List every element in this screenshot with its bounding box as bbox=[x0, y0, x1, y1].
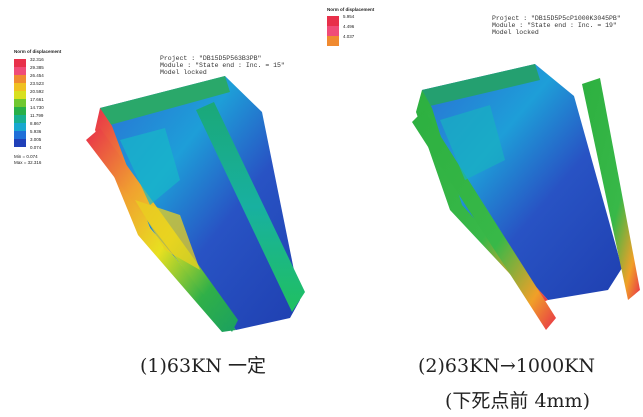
legend-label: 32.316 bbox=[30, 57, 44, 62]
legend-swatch bbox=[14, 67, 26, 75]
legend-swatch bbox=[14, 131, 26, 139]
info-line: Model locked bbox=[160, 69, 207, 76]
legend-swatch bbox=[327, 36, 339, 46]
info-left: Project : "DB15D5P563B3PB" Module : "Sta… bbox=[160, 55, 285, 76]
info-line: Model locked bbox=[492, 29, 539, 36]
legend-label: 0.074 bbox=[30, 145, 42, 150]
legend-label: 29.385 bbox=[30, 65, 44, 70]
legend-label: 3.005 bbox=[30, 137, 42, 142]
legend-label: 23.523 bbox=[30, 81, 44, 86]
caption: (下死点前 4mm) bbox=[445, 390, 590, 412]
legend-swatch bbox=[14, 75, 26, 83]
legend-swatch bbox=[14, 123, 26, 131]
caption: (1)63KN 一定 bbox=[140, 355, 266, 377]
info-line: Module : "State end : Inc. = 19" bbox=[492, 22, 617, 29]
caption: (2)63KN→1000KN bbox=[418, 355, 595, 377]
legend-label: 4.496 bbox=[343, 24, 355, 29]
info-right: Project : "DB15D5P5cP1000K3045PB" Module… bbox=[492, 15, 621, 36]
figure: Norm of displacement Min = 0.074 Max = 3… bbox=[0, 0, 643, 417]
legend-title: Norm of displacement bbox=[14, 49, 62, 54]
fem-model-right bbox=[412, 64, 640, 330]
legend-label: 11.799 bbox=[30, 113, 44, 118]
legend-label: 17.661 bbox=[30, 97, 44, 102]
legend-left: Norm of displacement Min = 0.074 Max = 3… bbox=[14, 49, 62, 165]
info-line: Project : "DB15D5P5cP1000K3045PB" bbox=[492, 15, 621, 22]
legend-swatch bbox=[14, 107, 26, 115]
legend-swatch bbox=[14, 91, 26, 99]
legend-min: Min = 0.074 bbox=[14, 154, 38, 159]
legend-title: Norm of displacement bbox=[327, 7, 375, 12]
legend-swatch bbox=[14, 99, 26, 107]
info-line: Project : "DB15D5P563B3PB" bbox=[160, 55, 262, 62]
legend-swatch bbox=[14, 115, 26, 123]
legend-label: 8.867 bbox=[30, 121, 42, 126]
legend-label: 26.454 bbox=[30, 73, 44, 78]
legend-max: Max = 32.316 bbox=[14, 160, 42, 165]
legend-label: 20.592 bbox=[30, 89, 44, 94]
legend-label: 5.936 bbox=[30, 129, 42, 134]
fem-model-left bbox=[86, 76, 305, 332]
legend-label: 14.730 bbox=[30, 105, 44, 110]
info-line: Module : "State end : Inc. = 15" bbox=[160, 62, 285, 69]
legend-right: Norm of displacement 5.954 4.496 4.037 bbox=[327, 7, 375, 46]
legend-swatch bbox=[14, 139, 26, 147]
legend-label: 5.954 bbox=[343, 14, 355, 19]
legend-swatch bbox=[14, 83, 26, 91]
legend-swatch bbox=[327, 26, 339, 36]
legend-label: 4.037 bbox=[343, 34, 355, 39]
legend-swatch bbox=[14, 59, 26, 67]
legend-swatch bbox=[327, 16, 339, 26]
